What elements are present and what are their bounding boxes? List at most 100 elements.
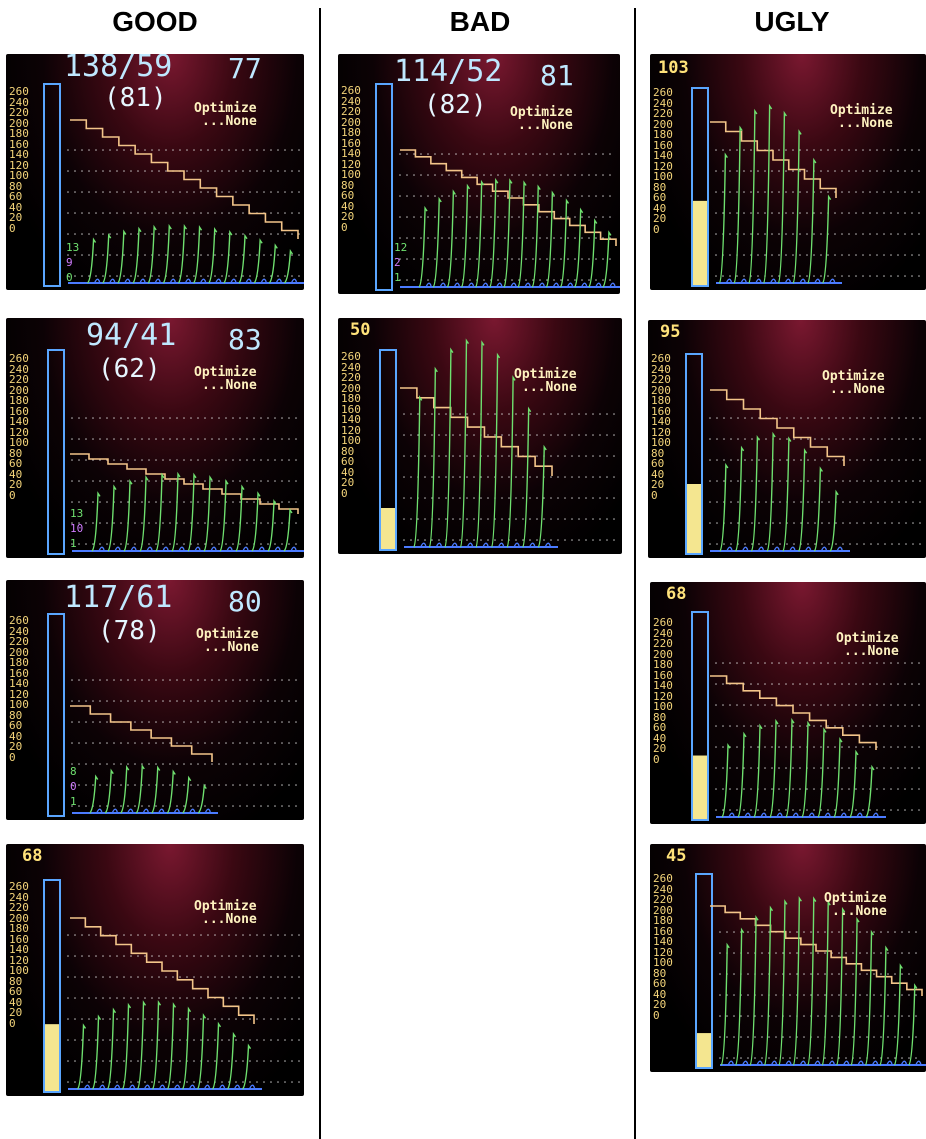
grid-dot (190, 501, 192, 503)
oscillation-spike (720, 465, 728, 551)
grid-dot (445, 497, 447, 499)
grid-dot (764, 212, 766, 214)
grid-dot (183, 763, 185, 765)
grid-dot (504, 237, 506, 239)
grid-dot (74, 934, 76, 936)
grid-dot (571, 539, 573, 541)
grid-dot (253, 438, 255, 440)
grid-dot (736, 704, 738, 706)
grid-dot (807, 417, 809, 419)
oscillation-spike (148, 227, 156, 283)
pressure-tick-label: 0 (341, 489, 361, 500)
grid-dot (253, 459, 255, 461)
pulse-reading: 68 (22, 848, 42, 865)
grid-dot (789, 1036, 791, 1038)
grid-dot (242, 275, 244, 277)
grid-dot (67, 1039, 69, 1041)
grid-dot (214, 976, 216, 978)
grid-dot (406, 258, 408, 260)
grid-dot (588, 237, 590, 239)
grid-dot (764, 254, 766, 256)
grid-dot (288, 700, 290, 702)
grid-dot (239, 459, 241, 461)
grid-dot (883, 170, 885, 172)
grid-dot (835, 543, 837, 545)
grid-dot (722, 191, 724, 193)
grid-dot (525, 279, 527, 281)
pulse-reading: 68 (666, 586, 686, 603)
grid-dot (403, 518, 405, 520)
grid-dot (918, 683, 920, 685)
grid-dot (880, 994, 882, 996)
grid-dot (897, 191, 899, 193)
grid-dot (281, 438, 283, 440)
grid-dot (232, 679, 234, 681)
grid-dot (897, 725, 899, 727)
bad-column-header: BAD (420, 6, 540, 38)
grid-dot (887, 931, 889, 933)
grid-dot (824, 931, 826, 933)
oscillation-spike (894, 966, 902, 1065)
grid-dot (176, 805, 178, 807)
grid-dot (800, 459, 802, 461)
grid-dot (848, 191, 850, 193)
grid-dot (88, 976, 90, 978)
grid-dot (288, 742, 290, 744)
optimize-label: Optimize ...None (824, 892, 887, 918)
grid-dot (723, 480, 725, 482)
grid-dot (67, 212, 69, 214)
grid-dot (821, 522, 823, 524)
grid-dot (462, 216, 464, 218)
grid-dot (592, 539, 594, 541)
grid-dot (716, 480, 718, 482)
pressure-scale: 260 240 220 200 180 160 140 120 100 80 60 40 20 0 (653, 618, 673, 765)
grid-dot (800, 417, 802, 419)
grid-dot (862, 191, 864, 193)
grid-dot (880, 1036, 882, 1038)
grid-dot (891, 480, 893, 482)
grid-dot (165, 170, 167, 172)
grid-dot (525, 174, 527, 176)
grid-dot (820, 683, 822, 685)
grid-dot (887, 1057, 889, 1059)
grid-dot (532, 258, 534, 260)
pressure-bar-outline (48, 614, 64, 816)
grid-dot (876, 809, 878, 811)
grid-dot (564, 455, 566, 457)
grid-dot (88, 254, 90, 256)
grid-dot (249, 1039, 251, 1041)
grid-dot (726, 1015, 728, 1017)
grid-dot (151, 1018, 153, 1020)
grid-dot (137, 976, 139, 978)
grid-dot (130, 1039, 132, 1041)
grid-dot (806, 704, 808, 706)
grid-dot (813, 809, 815, 811)
grid-dot (106, 522, 108, 524)
grid-dot (602, 279, 604, 281)
grid-dot (134, 543, 136, 545)
grid-dot (288, 417, 290, 419)
grid-dot (67, 149, 69, 151)
grid-dot (827, 725, 829, 727)
pressure-scale: 260 240 220 200 180 160 140 120 100 80 60 40 20 0 (341, 352, 361, 499)
grid-dot (183, 721, 185, 723)
grid-dot (557, 476, 559, 478)
grid-dot (855, 149, 857, 151)
grid-dot (904, 233, 906, 235)
grid-dot (116, 1060, 118, 1062)
grid-dot (141, 742, 143, 744)
grid-dot (835, 522, 837, 524)
grid-dot (567, 174, 569, 176)
grid-dot (445, 434, 447, 436)
grid-dot (483, 237, 485, 239)
grid-dot (148, 763, 150, 765)
grid-dot (137, 275, 139, 277)
grid-dot (410, 455, 412, 457)
oscillation-spike (754, 726, 762, 817)
grid-dot (817, 1036, 819, 1038)
grid-dot (193, 170, 195, 172)
oscillation-spike (830, 492, 838, 551)
grid-dot (81, 1018, 83, 1020)
grid-dot (239, 417, 241, 419)
grid-dot (595, 216, 597, 218)
